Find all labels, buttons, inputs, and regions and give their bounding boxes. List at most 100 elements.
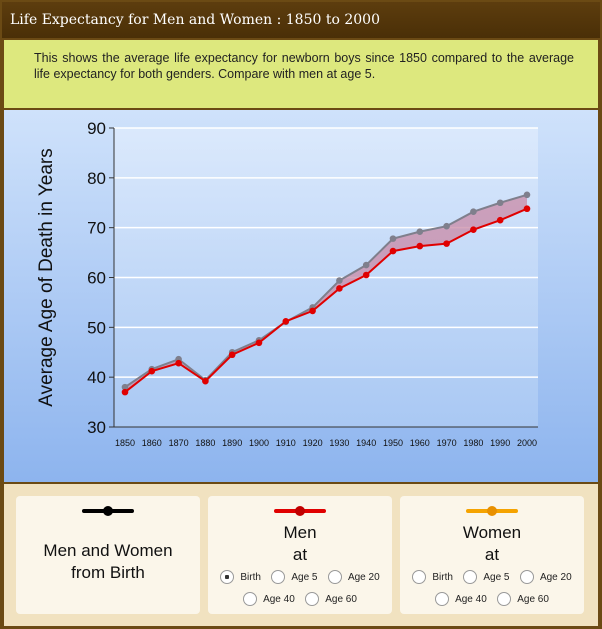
data-point (523, 205, 531, 213)
data-point (416, 228, 424, 235)
y-tick-label: 80 (87, 169, 106, 188)
women-radio-birth[interactable]: Birth (412, 570, 453, 584)
data-point (228, 351, 236, 359)
data-point (282, 318, 290, 325)
x-tick-label: 1980 (463, 438, 483, 448)
card-title-men: Men (283, 523, 317, 542)
chart-panel: 30 40 50 60 70 80 90 1850 1860 1870 1880 1890 1900 19… (4, 110, 598, 482)
data-point (336, 277, 343, 284)
women-radio-age60[interactable]: Age 60 (497, 592, 549, 606)
y-tick-label: 70 (87, 219, 106, 238)
radio-label: Age 60 (325, 593, 357, 605)
x-tick-label: 1910 (276, 438, 296, 448)
radio-label: Birth (432, 571, 453, 583)
controls-panel: Men and Women from Birth Men at Birth Ag… (4, 484, 598, 626)
men-radio-row-1: Birth Age 5 Age 20 (208, 570, 392, 589)
radio-label: Age 5 (483, 571, 510, 583)
data-point (389, 247, 397, 255)
radio-checked-icon (220, 570, 235, 584)
y-tick-label: 60 (87, 269, 106, 288)
card-title-line2: from Birth (71, 563, 145, 582)
men-radio-age20[interactable]: Age 20 (327, 570, 380, 584)
data-point (121, 388, 129, 396)
radio-icon (271, 570, 286, 584)
x-tick-label: 1930 (329, 438, 349, 448)
card-men: Men at Birth Age 5 Age 20 Age 40 Age 60 (208, 496, 392, 614)
data-point (362, 271, 370, 279)
men-radio-birth[interactable]: Birth (220, 570, 261, 584)
radio-icon (519, 570, 534, 584)
x-tick-label: 2000 (517, 438, 537, 448)
x-tick-label: 1920 (303, 438, 323, 448)
data-point (470, 226, 477, 233)
radio-label: Age 40 (263, 593, 295, 605)
x-tick-label: 1890 (222, 438, 242, 448)
page-title: Life Expectancy for Men and Women : 1850… (2, 2, 600, 38)
data-point (496, 216, 504, 224)
fill-between-area (125, 194, 527, 393)
radio-label: Age 20 (347, 571, 380, 583)
legend-dot-icon (103, 506, 113, 516)
legend-line-women (466, 506, 518, 516)
radio-icon (412, 570, 427, 584)
x-tick-label: 1940 (356, 438, 376, 448)
legend-line-men (274, 506, 326, 516)
radio-label: Age 40 (455, 593, 487, 605)
legend-dot-icon (295, 506, 305, 516)
card-men-and-women[interactable]: Men and Women from Birth (16, 496, 200, 614)
card-title-line1: Men and Women (43, 541, 173, 560)
radio-icon (435, 592, 450, 606)
data-point (362, 261, 370, 269)
radio-icon (497, 592, 512, 606)
radio-label: Age 60 (517, 593, 549, 605)
x-tick-label: 1850 (115, 438, 135, 448)
x-tick-label: 1880 (195, 438, 215, 448)
card-title-women: Women (462, 523, 522, 542)
series-line-men-and-women (124, 193, 528, 388)
data-point (416, 242, 424, 250)
data-point (470, 208, 477, 216)
women-radio-age40[interactable]: Age 40 (435, 592, 487, 606)
card-women: Women at Birth Age 5 Age 20 Age 40 Age 6… (400, 496, 584, 614)
card-title-at: at (292, 545, 308, 564)
men-radio-age60[interactable]: Age 60 (305, 592, 357, 606)
y-tick-label: 50 (87, 318, 106, 337)
legend-dot-icon (487, 506, 497, 516)
y-axis-label: Average Age of Death in Years (36, 148, 57, 406)
radio-icon (327, 570, 342, 584)
women-radio-age20[interactable]: Age 20 (519, 570, 572, 584)
legend-line-men-and-women (82, 506, 134, 516)
men-radio-row-2: Age 40 Age 60 (208, 592, 392, 611)
data-point (443, 222, 450, 230)
radio-label: Age 5 (291, 571, 318, 583)
data-point (496, 199, 504, 207)
data-point (336, 285, 343, 292)
data-point (443, 240, 450, 247)
men-radio-age5[interactable]: Age 5 (271, 570, 318, 584)
radio-label: Birth (240, 571, 261, 583)
women-radio-age5[interactable]: Age 5 (463, 570, 510, 584)
radio-label: Age 20 (539, 571, 572, 583)
men-radio-age40[interactable]: Age 40 (243, 592, 295, 606)
radio-icon (243, 592, 258, 606)
data-point (175, 359, 182, 367)
data-point (202, 377, 209, 385)
y-tick-label: 40 (87, 368, 106, 387)
data-point (523, 191, 531, 199)
x-tick-label: 1870 (169, 438, 189, 448)
x-tick-label: 1960 (410, 438, 430, 448)
x-tick-label: 1970 (437, 438, 457, 448)
series-line-men (124, 207, 528, 393)
radio-icon (463, 570, 478, 584)
radio-icon (305, 592, 320, 606)
x-tick-label: 1950 (383, 438, 403, 448)
y-tick-label: 30 (87, 418, 106, 437)
y-tick-label: 90 (87, 119, 106, 138)
data-point (148, 367, 156, 375)
x-tick-label: 1990 (490, 438, 510, 448)
card-title-at: at (484, 545, 500, 564)
life-expectancy-chart: 30 40 50 60 70 80 90 1850 1860 1870 1880 1890 1900 19… (36, 119, 538, 448)
data-point (121, 383, 129, 391)
x-tick-label: 1900 (249, 438, 269, 448)
